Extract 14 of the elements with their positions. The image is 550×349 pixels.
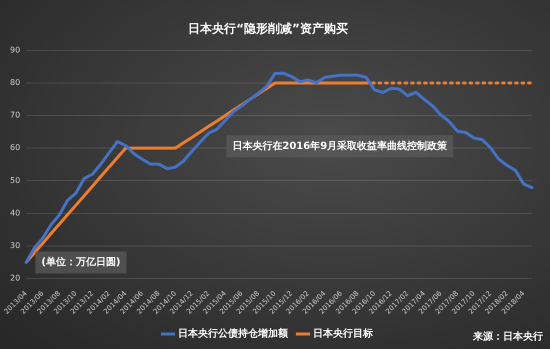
- y-tick-label: 50: [10, 176, 20, 185]
- y-tick-label: 90: [10, 45, 20, 54]
- y-tick-label: 40: [10, 208, 20, 218]
- legend-label: 日本央行公债持仓增加额: [178, 328, 289, 340]
- y-tick-label: 30: [10, 240, 20, 250]
- source-note: 来源：日本央行: [472, 330, 543, 343]
- y-tick-label: 80: [10, 78, 20, 88]
- legend-label: 日本央行目标: [313, 328, 373, 340]
- annotation: 日本央行在2016年9月采取收益率曲线控制政策: [232, 140, 448, 152]
- y-tick-label: 60: [10, 143, 20, 152]
- annotation: (单位：万亿日圆): [41, 256, 120, 268]
- y-tick-label: 20: [10, 274, 20, 283]
- chart-title: 日本央行“隐形削减”资产购买: [188, 21, 348, 36]
- y-tick-label: 70: [10, 110, 20, 120]
